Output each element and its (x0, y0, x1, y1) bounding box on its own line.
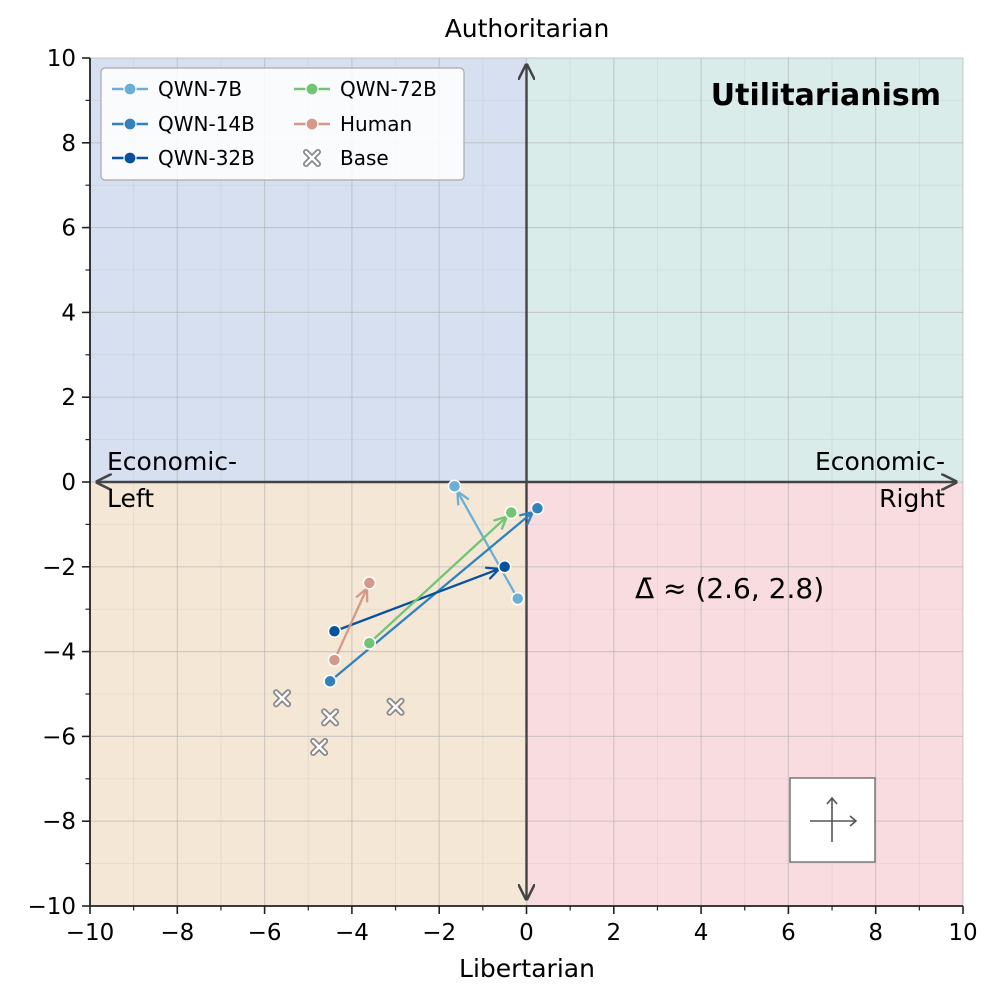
x-tick-label: −8 (160, 920, 194, 946)
series-arrow-line (333, 587, 368, 661)
y-tick-label: 6 (61, 216, 76, 242)
x-tick-label: −10 (66, 920, 115, 946)
quadrant-label-right-2: Right (879, 484, 945, 513)
x-tick-label: 6 (781, 920, 796, 946)
series-end-point (504, 505, 518, 520)
legend-item-base: Base (303, 146, 389, 170)
base-marker-inner (304, 150, 320, 166)
x-tick-label: −6 (248, 920, 282, 946)
legend-swatch-marker (305, 82, 319, 96)
series-qwn-14b (323, 501, 545, 689)
base-marker-inner (388, 699, 403, 714)
axis-title-top: Authoritarian (445, 14, 610, 43)
y-tick-label: 0 (61, 470, 76, 496)
x-tick-label: 8 (868, 920, 883, 946)
base-point (273, 689, 292, 708)
y-tick-label: −8 (42, 809, 76, 835)
legend-label: QWN-72B (340, 77, 437, 101)
chart-title: Utilitarianism (711, 78, 941, 113)
quadrant-label-left-2: Left (107, 484, 154, 513)
series-qwn-7b (447, 479, 525, 606)
y-tick-label: 4 (61, 300, 76, 326)
x-tick-label: 0 (519, 920, 534, 946)
legend-swatch-marker (123, 82, 137, 96)
base-marker-inner (311, 739, 327, 755)
series-end-point (530, 501, 545, 516)
x-axis-title: Libertarian (459, 954, 595, 983)
series-end-point (497, 560, 512, 574)
x-tick-label: 4 (694, 920, 709, 946)
legend-label: QWN-14B (158, 112, 255, 136)
base-point (303, 149, 321, 167)
compass-inset-icon (789, 777, 876, 863)
quadrant-label-left-1: Economic- (107, 447, 237, 476)
series-start-point (327, 653, 342, 667)
base-point (386, 697, 405, 716)
legend-swatch-marker (123, 151, 137, 165)
quadrant-bottom-right (526, 482, 963, 906)
x-tick-label: −4 (335, 920, 369, 946)
base-layer (273, 689, 405, 756)
series-start-point (362, 636, 377, 650)
quadrant-top-right (526, 58, 963, 482)
legend-label: Human (340, 112, 412, 136)
y-tick-label: −4 (42, 640, 76, 666)
legend-swatch-marker (123, 117, 137, 131)
y-tick-label: 10 (47, 46, 76, 72)
center-axes (97, 65, 956, 899)
y-tick-label: 8 (61, 131, 76, 157)
legend-label: QWN-7B (158, 77, 242, 101)
delta-annotation: Δ̄ ≈ (2.6, 2.8) (635, 572, 824, 605)
legend-item-qwn-72b: QWN-72B (294, 77, 437, 101)
tick-layer: −10 −8 −6 −4 −2 0 2 4 6 8 10 −10 −8 −6 −4 −2 0 2 4 6 8 10 (27, 46, 977, 946)
series-start-point (323, 674, 337, 689)
legend-item-qwn-32b: QWN-32B (112, 146, 255, 170)
series-human (327, 576, 377, 667)
series-arrow-line (368, 515, 508, 644)
series-arrow-line (456, 490, 519, 600)
base-point (321, 708, 340, 727)
y-tick-label: 2 (61, 385, 76, 411)
base-marker-inner (322, 710, 338, 725)
legend-item-qwn-7b: QWN-7B (112, 77, 242, 101)
legend-label: Base (340, 146, 389, 170)
series-qwn-72b (362, 505, 518, 650)
quadrant-bottom-left (90, 482, 527, 906)
base-marker-inner (274, 690, 290, 706)
series-start-point (327, 624, 342, 638)
series-end-point (447, 479, 462, 493)
legend-item-human: Human (294, 112, 412, 136)
series-end-point (362, 576, 377, 590)
legend-label: QWN-32B (158, 146, 255, 170)
x-tick-label: −2 (422, 920, 456, 946)
series-layer (323, 479, 545, 689)
y-tick-label: −6 (42, 724, 76, 750)
y-tick-label: −2 (42, 555, 76, 581)
x-tick-label: 10 (948, 920, 977, 946)
legend-item-qwn-14b: QWN-14B (112, 112, 255, 136)
legend: QWN-7B QWN-14B QWN-32B QWN-72B Human Base (100, 67, 465, 181)
legend-swatch-marker (305, 117, 319, 131)
series-start-point (511, 591, 525, 606)
series-arrow-line (329, 511, 534, 683)
x-tick-label: 2 (606, 920, 621, 946)
y-tick-label: −10 (27, 894, 76, 920)
base-point (310, 738, 329, 756)
quadrant-label-right-1: Economic- (815, 447, 945, 476)
